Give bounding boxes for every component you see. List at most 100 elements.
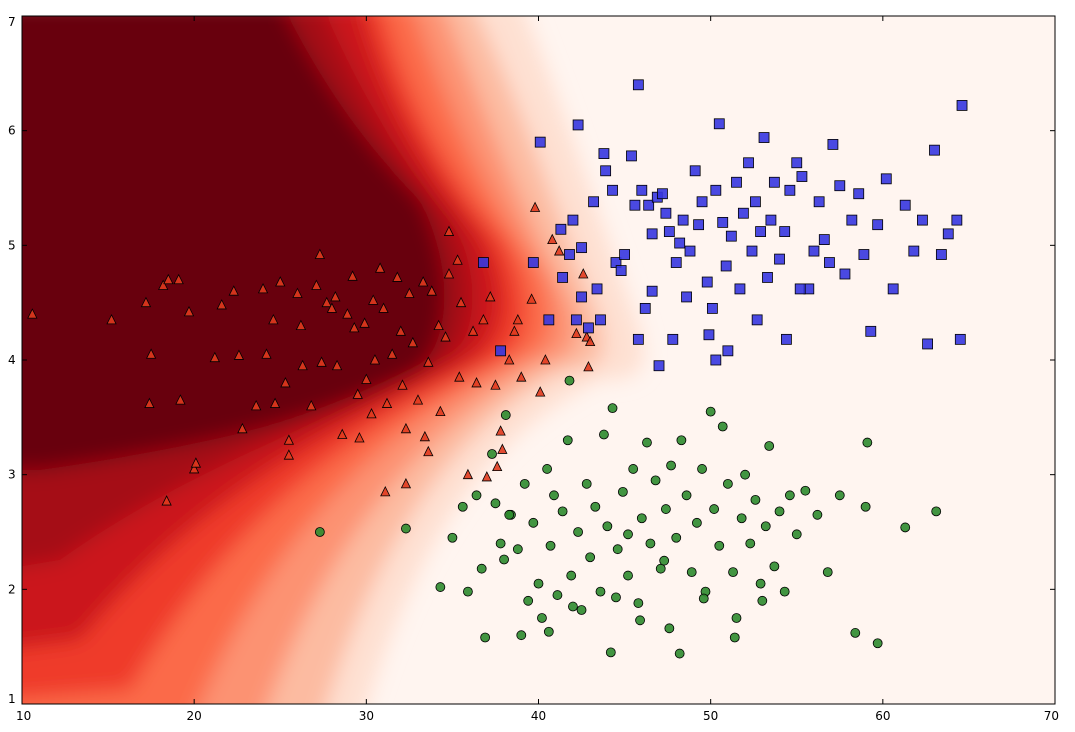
square-point <box>737 207 749 219</box>
circle-point <box>686 567 697 578</box>
circle-point <box>401 523 411 534</box>
triangle-point <box>228 285 239 296</box>
square-point <box>660 207 672 219</box>
triangle-point <box>526 293 537 304</box>
triangle-point <box>440 331 451 342</box>
square-point <box>781 333 792 345</box>
circle-point <box>552 590 563 600</box>
square-point <box>751 314 763 326</box>
circle-point <box>664 623 675 634</box>
circle-point <box>862 437 873 448</box>
triangle-point <box>481 471 492 482</box>
square-point <box>887 283 899 295</box>
square-point <box>922 338 933 350</box>
probability-contour <box>22 16 644 704</box>
circle-point <box>495 538 506 549</box>
square-point <box>750 196 761 208</box>
triangle-point <box>280 377 291 388</box>
square-point <box>731 176 742 188</box>
square-point <box>639 302 651 314</box>
triangle-point <box>209 351 220 363</box>
circle-point <box>537 613 547 623</box>
y-tick-label: 6 <box>8 124 16 138</box>
circle-point <box>642 437 652 448</box>
triangle-point <box>311 279 322 290</box>
square-point <box>717 216 729 228</box>
circle-point <box>728 567 738 578</box>
circle-point <box>533 578 544 589</box>
triangle-point <box>395 325 406 336</box>
circle-point <box>573 527 583 537</box>
triangle-point <box>423 356 434 367</box>
triangle-point <box>257 283 269 294</box>
circle-point <box>709 504 720 514</box>
circle-point <box>860 501 871 512</box>
triangle-point <box>418 276 429 287</box>
circle-point <box>564 375 575 386</box>
triangle-point <box>571 327 582 339</box>
circle-point <box>740 469 750 480</box>
triangle-point <box>292 287 303 298</box>
triangle-point <box>237 422 248 434</box>
square-point <box>734 283 746 295</box>
square-point <box>834 180 846 192</box>
triangle-point <box>462 468 474 480</box>
y-tick-label: 5 <box>8 238 16 252</box>
triangle-point <box>419 430 431 442</box>
square-point <box>646 228 658 240</box>
circle-point <box>850 628 861 638</box>
circle-point <box>557 506 568 517</box>
triangle-point <box>306 399 317 411</box>
square-point <box>684 245 696 257</box>
triangle-point <box>283 449 295 460</box>
square-point <box>663 226 675 237</box>
triangle-point <box>349 321 360 333</box>
triangle-point <box>158 279 169 290</box>
square-point <box>791 157 803 169</box>
triangle-point <box>497 443 508 454</box>
triangle-point <box>435 405 446 417</box>
square-point <box>762 272 773 283</box>
triangle-point <box>347 270 358 281</box>
square-point <box>564 249 575 260</box>
circle-point <box>543 626 554 637</box>
square-point <box>768 176 780 188</box>
circle-point <box>599 429 609 440</box>
triangle-point <box>283 434 295 445</box>
triangle-point <box>490 379 501 390</box>
triangle-point <box>535 386 546 397</box>
circle-point <box>519 478 530 489</box>
circle-point <box>611 592 621 603</box>
circle-point <box>476 563 487 574</box>
square-point <box>534 136 546 148</box>
square-point <box>929 144 940 156</box>
square-point <box>710 354 722 366</box>
square-point <box>588 196 599 208</box>
circle-point <box>650 475 661 486</box>
circle-point <box>691 517 702 528</box>
triangle-point <box>337 428 348 439</box>
square-point <box>703 329 715 341</box>
triangle-point <box>392 271 403 282</box>
triangle-point <box>361 373 372 384</box>
circle-point <box>633 598 644 608</box>
circle-point <box>784 490 795 501</box>
axes: 10 20 30 40 50 60 70 1 2 3 4 5 6 7 <box>8 15 1059 723</box>
circle-point <box>900 522 911 533</box>
x-tick-label: 10 <box>16 709 31 723</box>
triangle-point <box>495 425 506 436</box>
circle-point <box>659 555 670 566</box>
circle-point <box>480 632 491 643</box>
square-point <box>853 188 865 200</box>
triangle-point <box>412 394 424 405</box>
triangle-point <box>512 313 523 325</box>
triangle-point <box>161 495 172 506</box>
square-point <box>720 260 732 272</box>
triangle-point <box>400 422 412 434</box>
square-point <box>758 132 770 143</box>
x-tick-label: 50 <box>703 709 718 723</box>
square-point <box>636 184 648 196</box>
circle-point <box>697 464 707 474</box>
circle-point <box>774 506 785 517</box>
triangle-point <box>183 305 195 317</box>
